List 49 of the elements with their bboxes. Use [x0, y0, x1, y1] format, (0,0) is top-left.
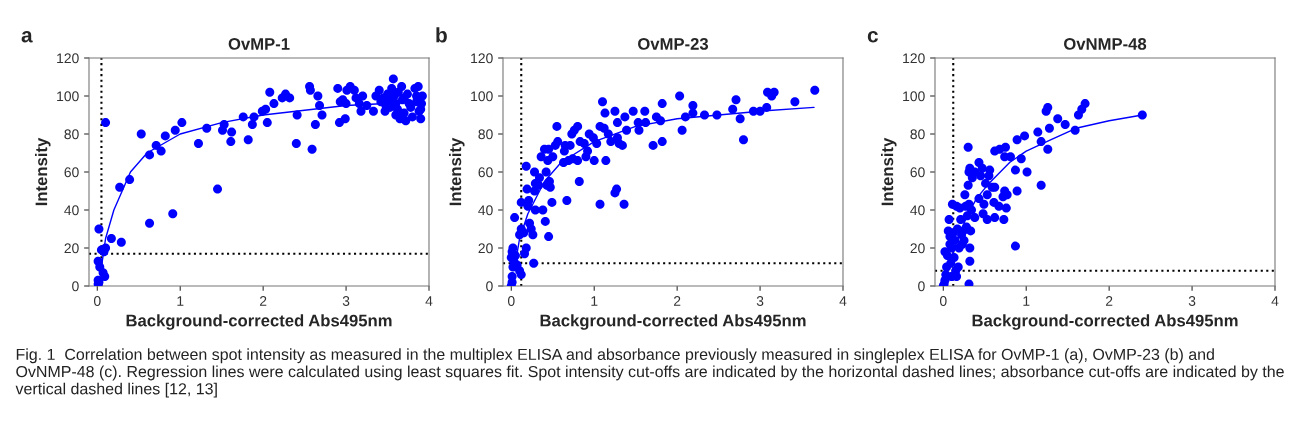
y-tick-label: 100 [471, 91, 493, 102]
y-axis-title: Intensity [449, 137, 465, 206]
y-tick-label: 40 [478, 205, 493, 216]
x-tick-label: 2 [673, 296, 681, 306]
x-tick-label: 4 [425, 296, 433, 306]
x-axis-title: Background-corrected Abs495nm [126, 314, 392, 330]
x-tick-label: 0 [507, 296, 515, 306]
y-tick-label: 120 [903, 53, 925, 64]
x-tick-label: 2 [259, 296, 267, 306]
y-tick-label: 100 [57, 91, 79, 102]
chart-title: OvNMP-48 [1064, 38, 1147, 50]
text: c [867, 31, 878, 43]
x-tick-label: 2 [1105, 296, 1113, 306]
caption: Fig. 1 Correlation between spot intensity as measured in the multiplex ELISA and absorbance previously measured in singleplex ELISA for OvMP-1 (a), OvMP-23 (b) and OvNMP-48 (c). Regression lines were calculated using least squares fit. Spot intensity cut-offs are indicated by the horizontal dashed lines; absorbance cut-offs are indicated by the vertical dashed lines [12, 13] [15, 348, 1284, 398]
x-tick-label: 1 [1023, 296, 1030, 306]
x-tick-label: 1 [591, 296, 598, 306]
chart-title: OvMP-1 [228, 38, 290, 50]
y-tick-label: 40 [910, 205, 925, 216]
x-tick-label: 0 [939, 296, 947, 306]
y-tick-label: 0 [918, 281, 925, 292]
text: b [436, 27, 447, 43]
y-tick-label: 80 [910, 129, 925, 140]
x-tick-label: 3 [756, 296, 764, 306]
y-tick-label: 20 [64, 243, 79, 254]
y-axis-title: Intensity [881, 137, 897, 206]
y-tick-label: 60 [64, 167, 79, 178]
x-tick-label: 0 [93, 296, 101, 306]
y-tick-label: 20 [910, 243, 925, 254]
text: a [21, 31, 33, 43]
x-tick-label: 3 [1188, 296, 1196, 306]
y-tick-label: 20 [478, 243, 493, 254]
x-axis-title: Background-corrected Abs495nm [540, 314, 806, 330]
y-tick-label: 0 [72, 281, 79, 292]
y-tick-label: 120 [471, 53, 493, 64]
x-tick-label: 4 [1271, 296, 1279, 306]
y-tick-label: 120 [57, 53, 79, 64]
x-tick-label: 3 [342, 296, 350, 306]
y-tick-label: 60 [910, 167, 925, 178]
chart-title: OvMP-23 [638, 38, 709, 50]
y-tick-label: 60 [478, 167, 493, 178]
y-tick-label: 40 [64, 205, 79, 216]
y-tick-label: 80 [478, 129, 493, 140]
y-axis-title: Intensity [35, 137, 51, 206]
x-tick-label: 4 [839, 296, 847, 306]
x-tick-label: 1 [177, 296, 184, 306]
y-tick-label: 0 [486, 281, 493, 292]
x-axis-title: Background-corrected Abs495nm [972, 314, 1238, 330]
y-tick-label: 100 [903, 91, 925, 102]
y-tick-label: 80 [64, 129, 79, 140]
